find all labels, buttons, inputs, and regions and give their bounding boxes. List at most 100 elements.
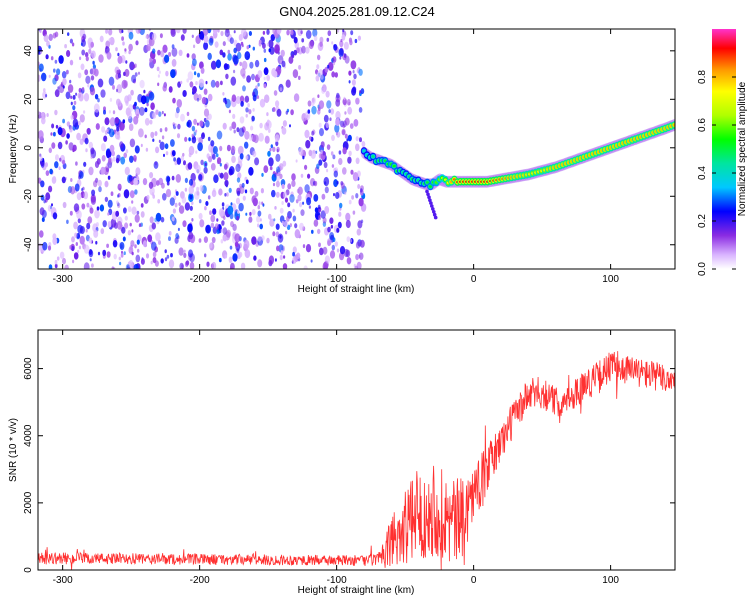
- spectrogram-noise-cell: [174, 123, 177, 127]
- spectrogram-noise-cell: [331, 244, 335, 251]
- spectrogram-noise-cell: [97, 251, 101, 256]
- spectrogram-noise-cell: [209, 210, 212, 215]
- spectrogram-noise-cell: [278, 171, 281, 175]
- snr-y-ticks: 0 2000 4000 6000: [23, 357, 675, 573]
- spectrogram-noise-cell: [191, 201, 194, 206]
- spectrogram-noise-cell: [157, 49, 161, 56]
- spectrogram-noise-cell: [208, 156, 213, 163]
- spectrogram-noise-cell: [214, 41, 219, 48]
- spectrogram-noise-cell: [228, 109, 231, 114]
- spectrogram-noise-cell: [73, 252, 79, 260]
- spectrogram-noise-cell: [204, 253, 207, 258]
- spectrogram-noise-cell: [325, 90, 330, 98]
- spectrogram-noise-cell: [52, 237, 58, 246]
- spectrogram-noise-cell: [188, 145, 195, 156]
- spectrogram-noise-cell: [119, 141, 124, 149]
- spectrogram-noise-cell: [257, 259, 263, 268]
- spectrogram-noise-cell: [275, 191, 280, 198]
- spectrogram-noise-cell: [160, 258, 164, 264]
- spectrogram-noise-cell: [184, 202, 190, 211]
- spectrogram-noise-cell: [233, 69, 236, 74]
- spectrogram-noise-cell: [105, 40, 110, 48]
- spectrogram-noise-cell: [358, 107, 363, 113]
- spectrogram-noise-cell: [290, 29, 294, 36]
- spectrogram-noise-cell: [168, 52, 172, 57]
- spectrogram-noise-cell: [217, 29, 220, 33]
- spectrogram-noise-cell: [66, 219, 69, 224]
- spectrogram-noise-cell: [327, 61, 334, 71]
- spectrogram-noise-cell: [48, 74, 51, 78]
- spectrogram-noise-cell: [103, 106, 106, 112]
- spectrogram-noise-cell: [234, 233, 241, 243]
- spectrogram-branch-cell: [430, 204, 434, 208]
- spectrogram-noise-cell: [323, 161, 328, 169]
- spectrogram-noise-cell: [86, 202, 90, 208]
- spectrogram-noise-cell: [103, 109, 106, 115]
- spectrogram-noise-cell: [66, 50, 71, 57]
- spectrogram-noise-cell: [69, 245, 72, 250]
- spectrogram-noise-cell: [71, 236, 75, 243]
- spectrogram-noise-cell: [77, 120, 81, 126]
- spectrogram-noise-cell: [311, 229, 314, 234]
- spectrogram-noise-cell: [188, 249, 193, 258]
- spectrogram-noise-cell: [292, 246, 297, 254]
- spectrogram-y-label: Frequency (Hz): [8, 115, 19, 184]
- x-tick-label: 0: [471, 575, 477, 586]
- spectrogram-noise-cell: [301, 38, 305, 43]
- spectrogram-noise-cell: [59, 251, 65, 259]
- spectrogram-noise-cell: [38, 63, 44, 72]
- spectrogram-noise-cell: [115, 157, 120, 164]
- spectrogram-noise-cell: [221, 220, 225, 226]
- spectrogram-noise-cell: [318, 159, 323, 166]
- spectrogram-noise-cell: [268, 39, 274, 49]
- y-tick-label: 0: [23, 567, 34, 573]
- spectrogram-noise-cell: [279, 235, 282, 239]
- colorbar-tick-label: 0.2: [697, 214, 708, 228]
- spectrogram-noise-cell: [329, 217, 334, 224]
- spectrogram-noise-cell: [330, 151, 334, 156]
- spectrogram-noise-cell: [263, 165, 269, 174]
- spectrogram-noise-cell: [184, 261, 189, 267]
- spectrogram-noise-cell: [152, 112, 157, 119]
- spectrogram-noise-cell: [156, 180, 160, 186]
- spectrogram-noise-cell: [41, 112, 45, 118]
- spectrogram-noise-cell: [55, 124, 59, 129]
- spectrogram-noise-cell: [124, 68, 130, 77]
- spectrogram-noise-cell: [313, 35, 318, 42]
- spectrogram-noise-cell: [223, 216, 226, 220]
- spectrogram-branch-cell: [433, 215, 438, 220]
- spectrogram-noise-cell: [119, 187, 122, 191]
- spectrogram-noise-cell: [55, 154, 59, 161]
- spectrogram-noise-cell: [298, 65, 302, 70]
- spectrogram-noise-cell: [225, 73, 229, 80]
- spectrogram-noise-cell: [203, 236, 208, 244]
- spectrogram-noise-cell: [85, 228, 88, 233]
- spectrogram-noise-cell: [272, 107, 276, 112]
- spectrogram-noise-cell: [270, 144, 273, 149]
- spectrogram-noise-cell: [180, 34, 185, 41]
- spectrogram-noise-cell: [335, 118, 340, 127]
- spectrogram-noise-cell: [188, 152, 192, 158]
- spectrogram-noise-cell: [49, 168, 53, 175]
- spectrogram-noise-cell: [120, 253, 124, 258]
- spectrogram-noise-cell: [224, 193, 227, 197]
- spectrogram-noise-cell: [229, 37, 234, 44]
- spectrogram-noise-cell: [149, 119, 153, 125]
- spectrogram-noise-cell: [45, 192, 51, 201]
- spectrogram-noise-cell: [332, 154, 336, 160]
- spectrogram-noise-cell: [101, 126, 106, 133]
- spectrogram-noise-cell: [258, 39, 262, 45]
- spectrogram-noise-cell: [67, 32, 70, 36]
- spectrogram-noise-cell: [254, 157, 260, 166]
- spectrogram-noise-cell: [186, 78, 189, 83]
- spectrogram-noise-cell: [128, 260, 134, 268]
- spectrogram-noise-cell: [298, 147, 304, 156]
- spectrogram-noise-cell: [170, 29, 176, 37]
- spectrogram-noise-cell: [106, 127, 111, 134]
- spectrogram-noise-cell: [103, 135, 108, 142]
- spectrogram-noise-cell: [134, 244, 137, 249]
- spectrogram-noise-cell: [151, 222, 156, 230]
- spectrogram-noise-cell: [77, 92, 81, 99]
- spectrogram-noise-cell: [207, 113, 212, 121]
